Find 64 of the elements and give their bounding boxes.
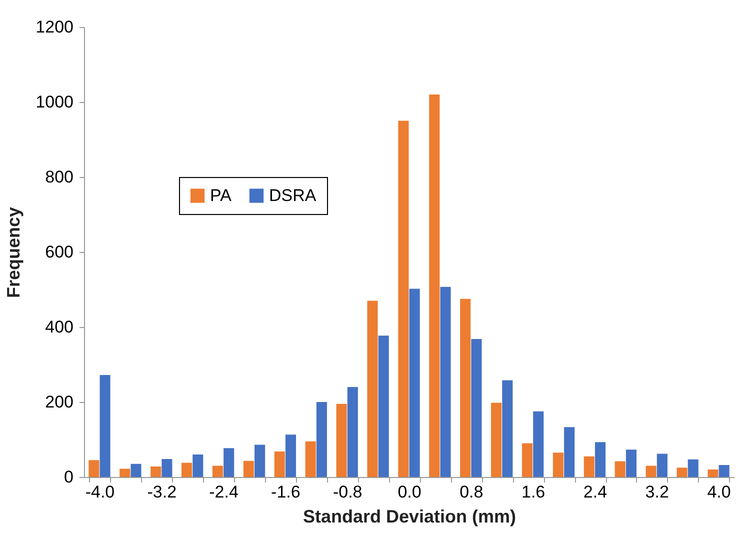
x-tick-label: 1.6 (521, 482, 546, 502)
y-axis-title: Frequency (4, 206, 24, 298)
bar (626, 450, 636, 477)
bar (533, 411, 544, 477)
bar (100, 375, 110, 477)
bar (491, 402, 502, 477)
bar (305, 441, 316, 477)
bar (347, 387, 358, 477)
x-tick-label: -2.4 (209, 482, 238, 502)
bar (224, 448, 234, 477)
bar (429, 94, 440, 477)
y-tick-label: 800 (45, 168, 74, 186)
bar (336, 404, 347, 477)
x-tick-label: -0.8 (332, 482, 362, 502)
x-tick-label: -4.0 (85, 482, 115, 502)
bar (646, 466, 656, 477)
bar (254, 444, 266, 477)
bar (688, 459, 698, 477)
y-tick-label: 200 (45, 392, 74, 412)
legend-label: PA (210, 186, 232, 205)
x-tick-label: 0.0 (398, 482, 422, 502)
bar (552, 452, 564, 477)
bar (471, 339, 482, 477)
x-axis-title: Standard Deviation (mm) (302, 506, 516, 526)
bar (130, 464, 142, 477)
x-tick-label: 3.2 (645, 482, 669, 502)
bar (440, 286, 451, 477)
bar (162, 459, 172, 477)
x-tick-label: 0.8 (460, 482, 484, 502)
bar (460, 298, 471, 477)
x-tick-label: 2.4 (583, 482, 608, 502)
bar (88, 460, 100, 477)
bar (676, 468, 688, 477)
y-tick-label: 0 (64, 468, 74, 486)
bar (212, 466, 224, 477)
bar (378, 336, 389, 477)
y-tick-label: 1000 (36, 92, 74, 112)
bar (584, 456, 594, 477)
y-tick-label: 1200 (36, 18, 74, 36)
bar (367, 300, 378, 477)
y-tick-label: 400 (45, 318, 74, 336)
x-tick-label: -3.2 (147, 482, 177, 502)
bar (564, 427, 575, 477)
bar (398, 120, 409, 477)
bar (594, 442, 606, 477)
bar (192, 454, 204, 477)
bar (182, 462, 192, 477)
bar (708, 470, 718, 477)
bar (243, 460, 254, 477)
legend-label: DSRA (269, 186, 317, 205)
bar (409, 288, 420, 477)
bar (285, 434, 296, 477)
bar (502, 380, 513, 477)
bar (656, 454, 668, 477)
bar (316, 402, 327, 477)
bar (614, 461, 626, 477)
bar (522, 443, 533, 477)
x-tick-label: -1.6 (271, 482, 300, 502)
y-tick-label: 600 (45, 242, 74, 262)
bar (274, 452, 285, 477)
x-tick-label: 4.0 (707, 482, 731, 502)
bar (718, 465, 730, 477)
bar (150, 466, 162, 477)
bar (120, 468, 130, 477)
